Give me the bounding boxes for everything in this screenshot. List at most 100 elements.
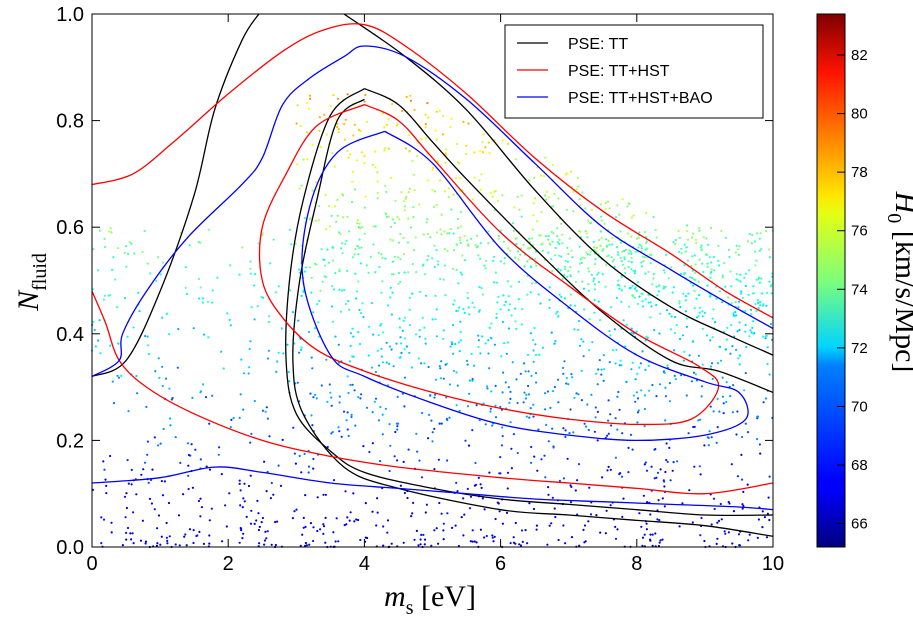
- data-point: [127, 482, 130, 485]
- data-point: [322, 532, 325, 536]
- data-point: [611, 243, 614, 246]
- data-point: [693, 254, 696, 257]
- data-point: [569, 274, 572, 277]
- data-point: [242, 408, 245, 411]
- data-point: [355, 297, 358, 300]
- data-point: [360, 151, 363, 154]
- data-point: [686, 230, 689, 233]
- data-point: [241, 506, 244, 509]
- data-point: [238, 273, 241, 276]
- data-point: [466, 239, 469, 242]
- data-point: [343, 524, 346, 527]
- data-point: [458, 306, 461, 309]
- data-point: [558, 238, 561, 241]
- data-point: [606, 245, 609, 248]
- data-point: [348, 230, 351, 233]
- colorbar-tick-label: 76: [851, 223, 868, 240]
- data-point: [188, 244, 191, 247]
- data-point: [762, 335, 765, 338]
- data-point: [366, 536, 369, 540]
- data-point: [463, 311, 466, 314]
- data-point: [607, 465, 610, 468]
- data-point: [420, 138, 423, 141]
- data-point: [709, 295, 712, 298]
- data-point: [324, 228, 328, 231]
- data-point: [694, 238, 698, 241]
- data-point: [499, 260, 502, 263]
- data-point: [566, 457, 569, 460]
- data-point: [741, 507, 744, 510]
- data-point: [479, 483, 482, 486]
- data-point: [757, 301, 760, 304]
- data-point: [589, 250, 592, 253]
- data-point: [641, 255, 645, 258]
- data-point: [169, 424, 172, 427]
- data-point: [507, 327, 510, 330]
- data-point: [126, 526, 130, 530]
- data-point: [599, 230, 603, 233]
- data-point: [745, 345, 748, 349]
- data-point: [535, 381, 538, 384]
- data-point: [746, 483, 749, 486]
- data-point: [598, 359, 601, 362]
- data-point: [154, 370, 157, 373]
- data-point: [228, 492, 231, 495]
- data-point: [376, 511, 379, 514]
- data-point: [530, 374, 533, 377]
- data-point: [396, 395, 399, 398]
- data-point: [586, 236, 589, 239]
- data-point: [526, 260, 529, 263]
- data-point: [393, 255, 396, 258]
- data-point: [532, 214, 535, 217]
- data-point: [619, 241, 623, 244]
- data-point: [406, 496, 409, 500]
- data-point: [632, 294, 635, 298]
- data-point: [250, 432, 253, 435]
- data-point: [551, 240, 554, 243]
- data-point: [570, 536, 574, 539]
- data-point: [716, 397, 719, 400]
- data-point: [184, 533, 187, 536]
- data-point: [327, 205, 331, 208]
- data-point: [346, 269, 349, 272]
- data-point: [359, 538, 362, 542]
- data-point: [388, 469, 391, 473]
- data-point: [758, 249, 762, 252]
- data-point: [764, 397, 768, 400]
- data-point: [157, 514, 161, 517]
- data-point: [452, 303, 455, 306]
- data-point: [587, 428, 590, 432]
- data-point: [343, 123, 346, 126]
- data-point: [734, 310, 737, 314]
- data-point: [630, 268, 633, 271]
- data-point: [191, 396, 194, 399]
- data-point: [736, 410, 739, 413]
- data-point: [584, 540, 587, 543]
- data-point: [693, 307, 696, 310]
- data-point: [691, 521, 694, 524]
- data-point: [716, 426, 719, 429]
- data-point: [502, 371, 505, 374]
- data-point: [448, 383, 452, 386]
- data-point: [747, 539, 750, 542]
- data-point: [205, 465, 208, 468]
- data-point: [692, 371, 696, 374]
- data-point: [563, 297, 567, 300]
- data-point: [112, 256, 115, 259]
- data-point: [770, 283, 773, 286]
- data-point: [547, 251, 550, 254]
- data-point: [424, 337, 427, 340]
- data-point: [741, 435, 744, 439]
- data-point: [354, 272, 357, 275]
- data-point: [126, 459, 129, 462]
- data-point: [135, 374, 138, 378]
- data-point: [494, 404, 497, 407]
- data-point: [737, 357, 740, 360]
- data-point: [222, 367, 225, 370]
- data-point: [501, 435, 504, 438]
- data-point: [532, 360, 535, 363]
- data-point: [446, 512, 449, 515]
- data-point: [566, 246, 569, 249]
- data-point: [608, 329, 611, 333]
- data-point: [727, 248, 731, 252]
